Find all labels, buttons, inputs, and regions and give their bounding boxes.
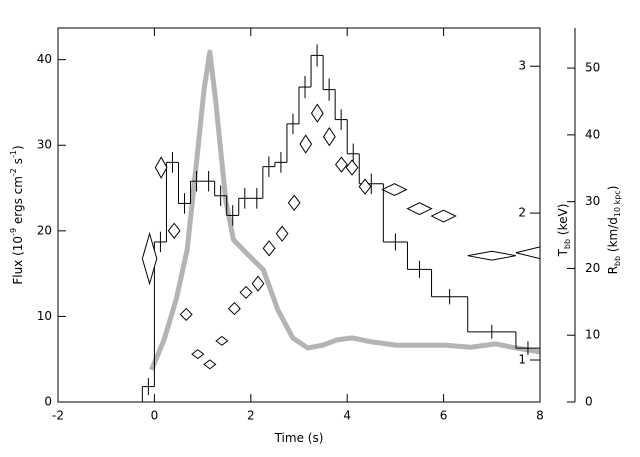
- diamond-point: [310, 103, 324, 123]
- y3-tick-label: 30: [585, 194, 600, 208]
- diamond-point: [430, 209, 457, 223]
- y-tick-label: 40: [37, 52, 52, 66]
- diamond-point: [179, 307, 193, 322]
- plot-frame: [57, 27, 541, 403]
- diamond-point: [154, 156, 168, 179]
- plot-area: [149, 49, 540, 371]
- y-axis-label-part: ergs cm: [11, 176, 25, 228]
- diamond-point: [239, 285, 253, 300]
- diamond-point: [322, 126, 336, 147]
- y-axis-label: Flux (10-9 ergs cm-2 s-1): [9, 145, 25, 284]
- diamond-point: [345, 159, 359, 176]
- diamond-point: [141, 231, 158, 286]
- y2-axis-label-part: T: [556, 248, 570, 257]
- y2-tick-label: 1: [518, 352, 526, 366]
- diamond-point: [334, 156, 348, 173]
- diamond-point: [381, 183, 408, 197]
- diamond-point: [251, 275, 265, 292]
- x-tick-label: 4: [343, 409, 351, 423]
- y3-axis-label-part: ): [606, 186, 620, 191]
- y3-axis-label-part: 10 kpc: [613, 190, 622, 217]
- y3-tick-label: 10: [585, 328, 600, 342]
- diamond-point: [262, 240, 276, 257]
- y-axis-label-part: s: [11, 158, 25, 168]
- diamond-point: [215, 335, 229, 346]
- y2-axis-label-part: (keV): [556, 204, 570, 239]
- diamond-point: [191, 349, 205, 360]
- y-tick-label: 0: [44, 395, 52, 409]
- diamond-point: [358, 178, 372, 195]
- y-tick-label: 10: [37, 309, 52, 323]
- diamond-point: [467, 250, 516, 261]
- y3-axis-label-part: bb: [613, 256, 622, 266]
- radius-band: [149, 49, 540, 371]
- x-axis-label-part: Time (s): [274, 431, 324, 445]
- x-tick-label: 0: [151, 409, 159, 423]
- y3-tick-label: 50: [585, 61, 600, 75]
- y-axis-label-part: -1: [9, 150, 18, 158]
- diamond-point: [275, 225, 289, 242]
- plot-marks: [141, 44, 540, 402]
- y3-tick-label: 20: [585, 261, 600, 275]
- y3-axis-label-part: (km/d: [606, 217, 620, 256]
- diamond-point: [227, 301, 241, 316]
- diamond-point: [515, 246, 540, 260]
- diamond-point: [203, 359, 217, 370]
- y2-tick-label: 2: [518, 206, 526, 220]
- y-tick-label: 30: [37, 138, 52, 152]
- y2-tick-label: 3: [518, 59, 526, 73]
- x-tick-label: 8: [536, 409, 544, 423]
- x-tick-label: 6: [440, 409, 448, 423]
- x-tick-label: 2: [247, 409, 255, 423]
- y2-axis-label-part: bb: [563, 239, 572, 249]
- y-axis-label-part: ): [11, 145, 25, 150]
- y-tick-label: 20: [37, 223, 52, 237]
- diamond-point: [167, 222, 181, 239]
- y3-axis-label-part: R: [606, 266, 620, 274]
- diamond-point: [406, 202, 433, 216]
- y3-tick-label: 0: [585, 395, 593, 409]
- y2-axis-label: Tbb (keV): [556, 204, 573, 258]
- x-tick-label: -2: [52, 409, 64, 423]
- y3-tick-label: 40: [585, 127, 600, 141]
- y-axis-label-part: -2: [9, 168, 18, 176]
- y-axis-label-part: -9: [9, 228, 18, 236]
- diamond-point: [287, 194, 301, 211]
- diamond-point: [299, 134, 313, 154]
- y-axis-label-part: Flux (10: [11, 236, 25, 285]
- x-axis-label: Time (s): [274, 431, 324, 445]
- y3-axis-label: Rbb (km/d10 kpc): [606, 186, 623, 275]
